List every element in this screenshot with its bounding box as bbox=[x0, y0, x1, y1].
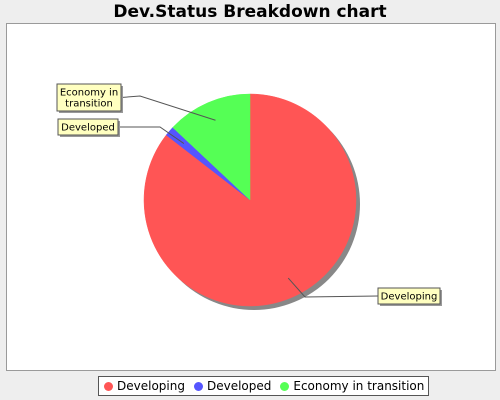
label-connector-developing bbox=[287, 277, 379, 298]
label-connector-developed bbox=[118, 126, 185, 144]
label-connector-economy-in-transition bbox=[120, 95, 216, 121]
legend-item-developing: Developing bbox=[101, 379, 185, 393]
label-box-developing bbox=[377, 287, 441, 305]
legend: Developing Developed Economy in transiti… bbox=[98, 376, 430, 396]
legend-swatch-developing bbox=[104, 381, 113, 391]
legend-label-developed: Developed bbox=[206, 379, 272, 393]
label-box-economy-in-transition bbox=[56, 83, 122, 112]
legend-label-developing: Developing bbox=[117, 379, 185, 393]
slice-label-economy-in-transition-line-2: transition bbox=[65, 99, 113, 110]
pie-slice-economy-in-transition bbox=[172, 93, 251, 201]
legend-label-economy-in-transition: Economy in transition bbox=[293, 379, 425, 393]
slice-label-economy-in-transition-line-1: Economy in bbox=[60, 88, 118, 99]
chart-title: Dev.Status Breakdown chart bbox=[113, 2, 387, 22]
legend-swatch-economy-in-transition bbox=[280, 381, 290, 391]
legend-item-developed: Developed bbox=[191, 379, 271, 393]
label-box-developed bbox=[57, 118, 119, 136]
slice-label-developed: Developed bbox=[61, 123, 115, 134]
slice-label-developing: Developing bbox=[381, 292, 438, 303]
legend-item-economy-in-transition: Economy in transition bbox=[277, 379, 424, 393]
legend-swatch-developed bbox=[193, 381, 203, 391]
